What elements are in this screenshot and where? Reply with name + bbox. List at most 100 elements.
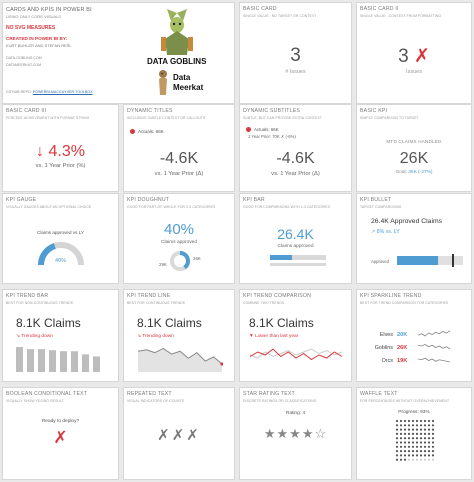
waffle-dot (403, 424, 407, 427)
card-subtitle: SINGLE VALUE - NO TARGET OR CONTEXT (243, 13, 317, 18)
card-subtitle: VISUALLY GAUGES ABOUT AN OPTIONAL CHOICE (6, 204, 92, 209)
waffle-dot (431, 458, 435, 461)
sparkline-category: Orcs (381, 358, 393, 364)
waffle-dot (407, 432, 411, 435)
waffle-dot (399, 437, 403, 440)
kpi-bar-track (270, 255, 326, 260)
waffle-dot (415, 428, 419, 431)
waffle-dot (415, 458, 419, 461)
basic-card: BASIC CARD SINGLE VALUE - NO TARGET OR C… (239, 2, 352, 104)
waffle-dot (423, 428, 427, 431)
waffle-dot (403, 428, 407, 431)
kpi-value: 26K (399, 150, 429, 167)
sparkline (417, 357, 451, 363)
data-meerkat-logo (159, 70, 167, 95)
card-title: DYNAMIC SUBTITLES (243, 108, 301, 114)
waffle-dot (415, 445, 419, 448)
gauge-label: Claims approved vs LY (37, 230, 84, 235)
waffle-dot (403, 441, 407, 444)
doughnut-chart (170, 251, 190, 271)
waffle-dot (411, 428, 415, 431)
waffle-dot (399, 450, 403, 453)
bar-value: 26.4K (277, 226, 314, 242)
waffle-dot (419, 441, 423, 444)
waffle-dot (395, 441, 399, 444)
kpi-bar-fill (270, 255, 293, 260)
trend-bar-status: ↘ Trending down (16, 334, 53, 339)
intro-no-svg: NO SVG MEASURES (6, 25, 56, 31)
goal-value: 36K (-27%) (408, 170, 433, 175)
trend-bar (16, 347, 23, 372)
issues-label: Issues (406, 69, 422, 75)
card-title: BASIC CARD (243, 6, 277, 12)
waffle-dot (419, 437, 423, 440)
card-title: BOOLEAN CONDITIONAL TEXT (6, 391, 88, 397)
waffle-dot (423, 432, 427, 435)
issues-value: 3 (290, 45, 301, 66)
waffle-dot (399, 424, 403, 427)
card-subtitle: SIMPLE COMPARISON TO TARGET (360, 115, 419, 120)
trend-bar-chart (16, 347, 100, 372)
waffle-dot (427, 432, 431, 435)
trend-bar (82, 354, 89, 372)
card-title: KPI TREND LINE (127, 293, 171, 299)
card-title: WAFFLE TEXT (360, 391, 398, 397)
kpi-trend-line-card: KPI TREND LINE BEST FOR CONTINUOUS TREND… (123, 289, 235, 382)
waffle-dot (427, 428, 431, 431)
github-link[interactable]: POWERBI-MACGUYVER-TOOLBOX (32, 90, 93, 94)
waffle-dot (399, 458, 403, 461)
waffle-dot (431, 419, 435, 423)
kpi-bar-track-2 (270, 263, 326, 266)
data-goblins-logo (161, 9, 193, 55)
waffle-dot (419, 445, 423, 448)
actuals-legend: Actuals: 66K (138, 129, 164, 134)
waffle-dot (419, 424, 423, 427)
kpi-gauge-card: KPI GAUGE VISUALLY GAUGES ABOUT AN OPTIO… (2, 193, 119, 284)
waffle-dot (427, 424, 431, 427)
waffle-dot (431, 450, 435, 453)
kpi-trend-bar-card: KPI TREND BAR BEST FOR NON-CONTINUOUS TR… (2, 289, 119, 382)
percent-value: ↓ 4.3% (36, 143, 85, 160)
star-icons: ★★★★☆ (263, 426, 328, 441)
card-title: KPI BULLET (360, 197, 392, 203)
waffle-dot (415, 432, 419, 435)
gauge-chart (38, 242, 84, 266)
intro-link-goblins[interactable]: DATA-GOBLINS.COM (6, 56, 42, 60)
waffle-dot (431, 432, 435, 435)
intro-link-meerkat[interactable]: DATAMEERKAT.COM (6, 63, 42, 67)
intro-authors: KURT BUHLER AND STEFAN REŠL (6, 43, 72, 48)
card-subtitle: BEST FOR TREND COMPARISON FOR CATEGORIES (360, 300, 449, 305)
card-subtitle: FOR PERCENTAGES WITHOUT OVERACHIEVEMENT (360, 398, 450, 403)
waffle-dot (431, 445, 435, 448)
waffle-dot (423, 437, 427, 440)
bullet-value: 26.4K Approved Claims (371, 218, 443, 225)
red-dot-icon (246, 127, 251, 133)
card-title: BASIC CARD III (6, 108, 47, 114)
basic-kpi-card: BASIC KPI SIMPLE COMPARISON TO TARGET MT… (356, 104, 472, 192)
trend-bar (49, 350, 56, 372)
kpi-doughnut-card: KPI DOUGHNUT GOOD FOR PART-OF-WHOLE FOR … (123, 193, 235, 284)
waffle-dot (399, 432, 403, 435)
sparkline-chart (417, 357, 451, 363)
waffle-dot (427, 441, 431, 444)
goal-label: Goal: (395, 170, 409, 175)
waffle-dot (399, 441, 403, 444)
intro-github: GITHUB REPO: POWERBI-MACGUYVER-TOOLBOX (6, 90, 93, 94)
bullet-change: ↗ 8% vs. LY (371, 229, 400, 235)
trend-line (137, 347, 223, 365)
basic-card-3: BASIC CARD III PERCENT ACHIEVEMENT WITH … (2, 104, 119, 192)
star-rating-card: STAR RATING TEXT DISCRETE RATINGS OR CLA… (239, 387, 352, 480)
card-title: DYNAMIC TITLES (127, 108, 173, 114)
waffle-dot (399, 419, 403, 423)
cross-icon: ✗ (53, 428, 68, 447)
boolean-text-card: BOOLEAN CONDITIONAL TEXT VISUALLY SHOW Y… (2, 387, 119, 480)
waffle-dot (427, 458, 431, 461)
trend-bar (60, 351, 67, 372)
waffle-dot (407, 445, 411, 448)
card-title: BASIC CARD II (360, 6, 399, 12)
rating-label: Rating: 4 (285, 411, 306, 416)
waffle-dot (403, 437, 407, 440)
waffle-dot (403, 454, 407, 457)
trend-bar (71, 351, 78, 372)
card-title: KPI SPARKLINE TREND (360, 293, 422, 299)
